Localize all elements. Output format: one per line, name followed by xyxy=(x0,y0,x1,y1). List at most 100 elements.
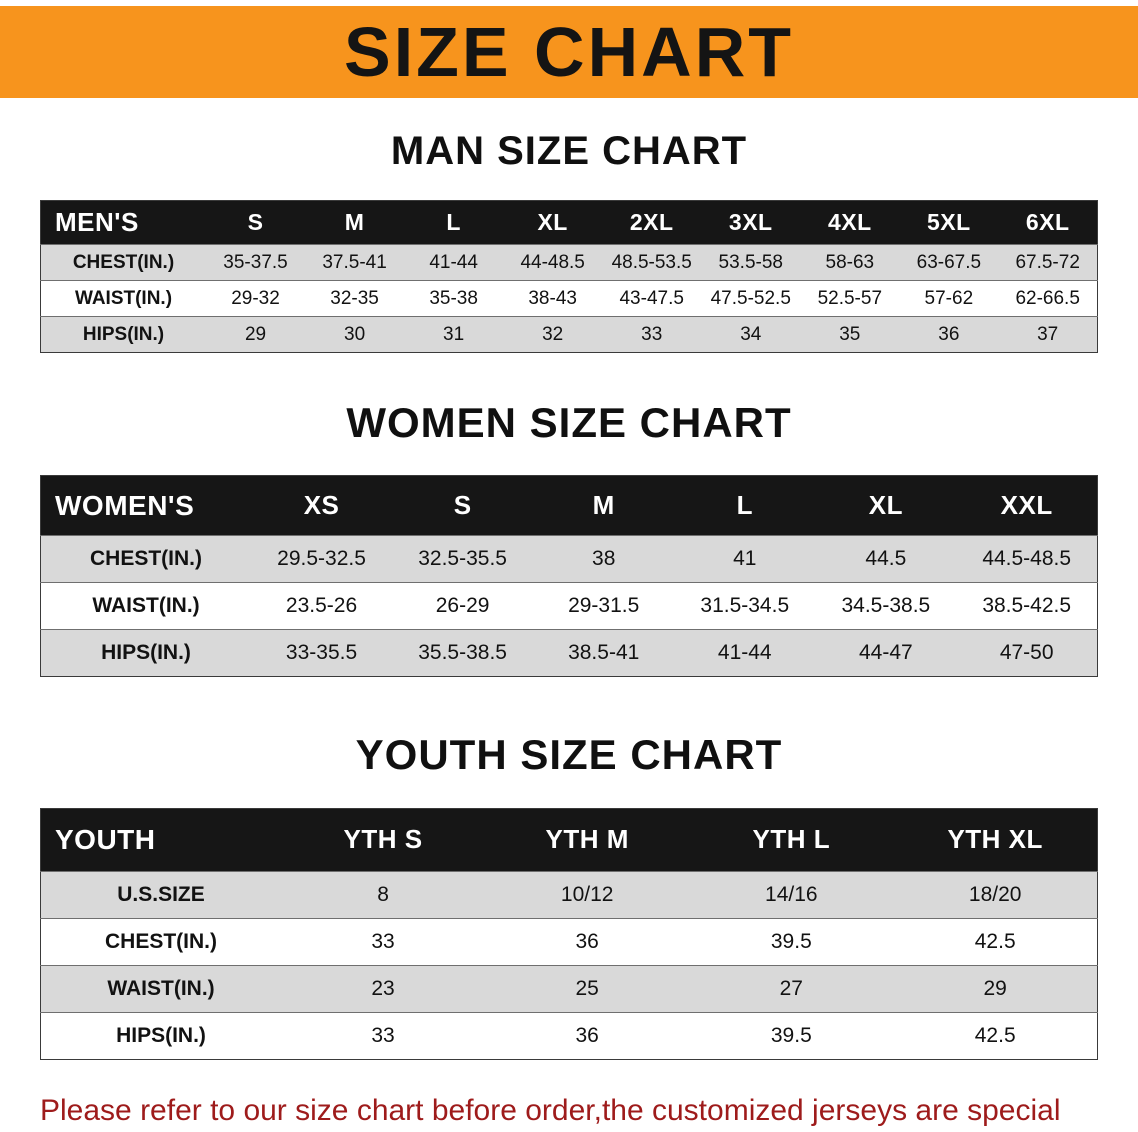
size-value-cell: 36 xyxy=(485,1011,690,1060)
size-column-header: 6XL xyxy=(998,200,1098,245)
size-value-cell: 38.5-41 xyxy=(533,629,675,677)
size-column-header: 3XL xyxy=(701,200,801,245)
size-column-header: 2XL xyxy=(602,200,702,245)
size-value-cell: 14/16 xyxy=(689,870,894,919)
size-value-cell: 38.5-42.5 xyxy=(956,582,1098,630)
table-row: CHEST(IN.) 29.5-32.5 32.5-35.5 38 41 44.5 44.5… xyxy=(40,535,1098,583)
row-label-cell: U.S.SIZE xyxy=(40,870,281,919)
table-row: WAIST(IN.) 29-32 32-35 35-38 38-43 43-47.5 47.… xyxy=(40,280,1098,317)
size-value-cell: 42.5 xyxy=(893,1011,1098,1060)
size-value-cell: 33 xyxy=(602,316,702,353)
size-value-cell: 44-47 xyxy=(815,629,957,677)
size-column-header: XS xyxy=(251,475,393,536)
table-row: WAIST(IN.) 23 25 27 29 xyxy=(40,964,1098,1013)
youth-section-title: YOUTH SIZE CHART xyxy=(355,731,783,779)
size-value-cell: 32-35 xyxy=(305,280,405,317)
size-value-cell: 33 xyxy=(281,1011,486,1060)
size-value-cell: 32.5-35.5 xyxy=(392,535,534,583)
table-header-row: MEN'S S M L XL 2XL 3XL 4XL 5XL 6XL xyxy=(40,200,1098,245)
row-label-cell: WAIST(IN.) xyxy=(40,582,251,630)
table-row: HIPS(IN.) 29 30 31 32 33 34 35 36 37 xyxy=(40,316,1098,353)
size-column-header: YTH XL xyxy=(893,808,1098,872)
size-value-cell: 41 xyxy=(674,535,816,583)
size-value-cell: 47.5-52.5 xyxy=(701,280,801,317)
table-header-row: YOUTH YTH S YTH M YTH L YTH XL xyxy=(40,808,1098,872)
row-label-cell: CHEST(IN.) xyxy=(40,917,281,966)
men-section-title: MAN SIZE CHART xyxy=(390,129,748,173)
size-value-cell: 37 xyxy=(998,316,1098,353)
size-value-cell: 58-63 xyxy=(800,244,900,281)
size-value-cell: 36 xyxy=(485,917,690,966)
size-value-cell: 29-32 xyxy=(206,280,306,317)
women-section-title: WOMEN SIZE CHART xyxy=(346,399,792,446)
table-row: CHEST(IN.) 35-37.5 37.5-41 41-44 44-48.5 48.5… xyxy=(40,244,1098,281)
size-value-cell: 10/12 xyxy=(485,870,690,919)
size-value-cell: 25 xyxy=(485,964,690,1013)
size-column-header: YTH S xyxy=(281,808,486,872)
table-row: HIPS(IN.) 33-35.5 35.5-38.5 38.5-41 41-44 44-… xyxy=(40,629,1098,677)
size-value-cell: 43-47.5 xyxy=(602,280,702,317)
table-row: HIPS(IN.) 33 36 39.5 42.5 xyxy=(40,1011,1098,1060)
size-value-cell: 29.5-32.5 xyxy=(251,535,393,583)
size-value-cell: 34.5-38.5 xyxy=(815,582,957,630)
size-value-cell: 38 xyxy=(533,535,675,583)
size-value-cell: 37.5-41 xyxy=(305,244,405,281)
row-label-cell: CHEST(IN.) xyxy=(40,535,251,583)
size-value-cell: 27 xyxy=(689,964,894,1013)
size-value-cell: 29-31.5 xyxy=(533,582,675,630)
row-label-cell: HIPS(IN.) xyxy=(40,316,206,353)
size-value-cell: 38-43 xyxy=(503,280,603,317)
table-title-cell: YOUTH xyxy=(40,808,281,872)
size-value-cell: 44-48.5 xyxy=(503,244,603,281)
table-title-cell: MEN'S xyxy=(40,200,206,245)
size-value-cell: 29 xyxy=(893,964,1098,1013)
table-row: CHEST(IN.) 33 36 39.5 42.5 xyxy=(40,917,1098,966)
row-label-cell: WAIST(IN.) xyxy=(40,964,281,1013)
size-value-cell: 33 xyxy=(281,917,486,966)
size-value-cell: 18/20 xyxy=(893,870,1098,919)
size-column-header: L xyxy=(404,200,504,245)
size-value-cell: 34 xyxy=(701,316,801,353)
youth-size-table: YOUTH YTH S YTH M YTH L YTH XL U.S.SIZE 8 10/12… xyxy=(40,807,1098,1060)
row-label-cell: WAIST(IN.) xyxy=(40,280,206,317)
size-value-cell: 67.5-72 xyxy=(998,244,1098,281)
row-label-cell: HIPS(IN.) xyxy=(40,1011,281,1060)
size-value-cell: 35 xyxy=(800,316,900,353)
size-column-header: XXL xyxy=(956,475,1098,536)
size-column-header: YTH L xyxy=(689,808,894,872)
size-value-cell: 39.5 xyxy=(689,917,894,966)
banner-title: SIZE CHART xyxy=(344,13,794,91)
size-column-header: M xyxy=(533,475,675,536)
size-value-cell: 52.5-57 xyxy=(800,280,900,317)
size-value-cell: 35-38 xyxy=(404,280,504,317)
size-value-cell: 41-44 xyxy=(404,244,504,281)
row-label-cell: CHEST(IN.) xyxy=(40,244,206,281)
size-value-cell: 41-44 xyxy=(674,629,816,677)
size-column-header: S xyxy=(206,200,306,245)
size-value-cell: 35.5-38.5 xyxy=(392,629,534,677)
size-column-header: 5XL xyxy=(899,200,999,245)
size-value-cell: 44.5-48.5 xyxy=(956,535,1098,583)
size-value-cell: 30 xyxy=(305,316,405,353)
size-value-cell: 31.5-34.5 xyxy=(674,582,816,630)
size-value-cell: 23.5-26 xyxy=(251,582,393,630)
size-value-cell: 44.5 xyxy=(815,535,957,583)
row-label-cell: HIPS(IN.) xyxy=(40,629,251,677)
size-value-cell: 35-37.5 xyxy=(206,244,306,281)
banner: SIZE CHART xyxy=(0,6,1138,98)
size-value-cell: 53.5-58 xyxy=(701,244,801,281)
women-size-table: WOMEN'S XS S M L XL XXL CHEST(IN.) 29.5-32.5 32.5… xyxy=(40,475,1098,678)
disclaimer-line-1: Please refer to our size chart before or… xyxy=(40,1093,1061,1127)
size-value-cell: 32 xyxy=(503,316,603,353)
size-value-cell: 57-62 xyxy=(899,280,999,317)
size-value-cell: 31 xyxy=(404,316,504,353)
size-value-cell: 39.5 xyxy=(689,1011,894,1060)
size-column-header: XL xyxy=(503,200,603,245)
size-column-header: 4XL xyxy=(800,200,900,245)
table-row: WAIST(IN.) 23.5-26 26-29 29-31.5 31.5-34.5 34… xyxy=(40,582,1098,630)
table-title-cell: WOMEN'S xyxy=(40,475,251,536)
size-value-cell: 29 xyxy=(206,316,306,353)
size-column-header: YTH M xyxy=(485,808,690,872)
size-value-cell: 33-35.5 xyxy=(251,629,393,677)
